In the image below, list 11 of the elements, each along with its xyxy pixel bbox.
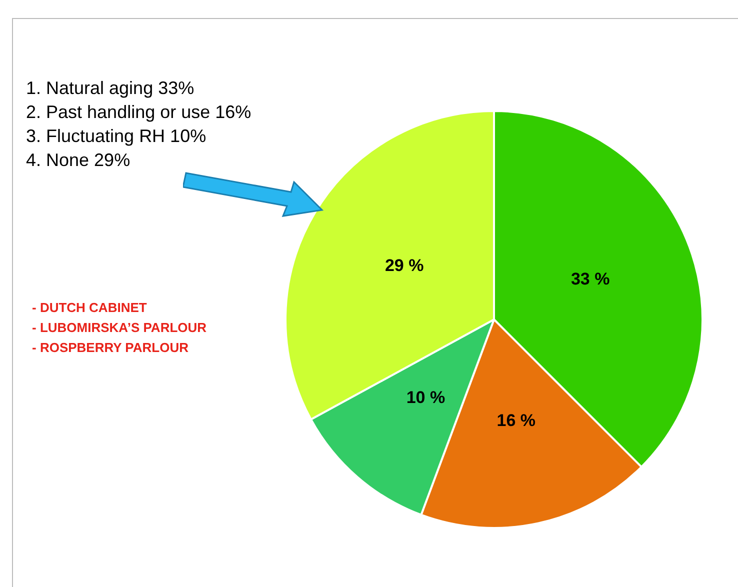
data-label: 10 % (406, 388, 446, 407)
text: - LUBOMIRSKA’S PARLOUR (32, 319, 207, 337)
text: 3. Fluctuating RH 10% (26, 125, 208, 148)
text: - DUTCH CABINET (32, 299, 148, 317)
data-label: 33 % (570, 269, 610, 288)
data-label: 29 % (384, 256, 424, 275)
text: - ROSPBERRY PARLOUR (32, 339, 190, 357)
data-label: 16 % (496, 411, 536, 430)
text: 1. Natural aging 33% (26, 77, 196, 100)
text: 2. Past handling or use 16% (26, 101, 252, 124)
text: 4. None 29% (26, 149, 132, 172)
